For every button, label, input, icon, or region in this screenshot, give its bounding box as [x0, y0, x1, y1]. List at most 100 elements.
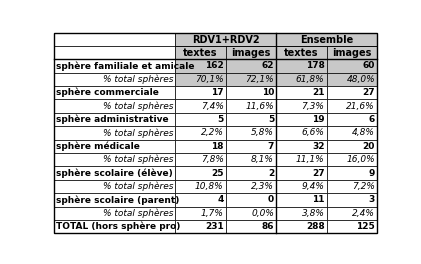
Bar — [276, 86, 327, 100]
Bar — [226, 180, 276, 193]
Bar — [327, 100, 377, 113]
Text: 2,2%: 2,2% — [201, 128, 224, 138]
Bar — [176, 126, 226, 140]
Bar — [176, 33, 276, 46]
Text: % total sphères: % total sphères — [103, 155, 173, 164]
Bar — [327, 73, 377, 86]
Bar — [226, 166, 276, 180]
Text: 3,8%: 3,8% — [302, 209, 325, 218]
Text: images: images — [232, 48, 271, 58]
Bar — [176, 46, 226, 59]
Text: 19: 19 — [312, 115, 325, 124]
Text: sphère familiale et amicale: sphère familiale et amicale — [56, 61, 195, 71]
Text: 32: 32 — [312, 142, 325, 151]
Bar — [54, 207, 176, 220]
Text: 125: 125 — [356, 222, 375, 231]
Text: 10: 10 — [262, 88, 274, 97]
Text: 2: 2 — [268, 169, 274, 178]
Bar — [176, 220, 226, 233]
Bar — [327, 140, 377, 153]
Bar — [226, 113, 276, 126]
Bar — [327, 86, 377, 100]
Text: RDV1+RDV2: RDV1+RDV2 — [192, 35, 260, 45]
Text: sphère scolaire (élève): sphère scolaire (élève) — [56, 168, 173, 178]
Text: 17: 17 — [211, 88, 224, 97]
Text: images: images — [333, 48, 372, 58]
Bar — [276, 59, 327, 73]
Text: 1,7%: 1,7% — [201, 209, 224, 218]
Text: textes: textes — [184, 48, 218, 58]
Bar — [276, 100, 327, 113]
Text: 8,1%: 8,1% — [251, 155, 274, 164]
Bar — [226, 59, 276, 73]
Text: 61,8%: 61,8% — [296, 75, 325, 84]
Text: sphère administrative: sphère administrative — [56, 115, 169, 124]
Bar — [54, 59, 176, 73]
Bar — [276, 220, 327, 233]
Bar — [54, 166, 176, 180]
Text: 25: 25 — [211, 169, 224, 178]
Text: 10,8%: 10,8% — [195, 182, 224, 191]
Bar — [226, 86, 276, 100]
Bar — [226, 140, 276, 153]
Bar — [226, 207, 276, 220]
Text: 6: 6 — [369, 115, 375, 124]
Bar — [226, 126, 276, 140]
Text: 60: 60 — [362, 62, 375, 70]
Text: sphère médicale: sphère médicale — [56, 142, 140, 151]
Bar — [176, 86, 226, 100]
Bar — [327, 153, 377, 166]
Bar — [176, 207, 226, 220]
Text: 48,0%: 48,0% — [346, 75, 375, 84]
Bar — [176, 100, 226, 113]
Bar — [54, 86, 176, 100]
Text: 27: 27 — [312, 169, 325, 178]
Text: sphère commerciale: sphère commerciale — [56, 88, 160, 97]
Bar — [54, 100, 176, 113]
Text: 21,6%: 21,6% — [346, 102, 375, 111]
Text: % total sphères: % total sphères — [103, 209, 173, 218]
Bar — [327, 193, 377, 207]
Text: 21: 21 — [312, 88, 325, 97]
Bar — [54, 220, 176, 233]
Bar — [276, 193, 327, 207]
Bar — [327, 180, 377, 193]
Text: 20: 20 — [362, 142, 375, 151]
Text: sphère scolaire (parent): sphère scolaire (parent) — [56, 195, 180, 205]
Text: % total sphères: % total sphères — [103, 128, 173, 138]
Bar — [176, 166, 226, 180]
Bar — [176, 193, 226, 207]
Bar — [276, 140, 327, 153]
Bar — [276, 33, 377, 46]
Text: 72,1%: 72,1% — [245, 75, 274, 84]
Text: % total sphères: % total sphères — [103, 101, 173, 111]
Text: 0,0%: 0,0% — [251, 209, 274, 218]
Text: 288: 288 — [306, 222, 325, 231]
Text: 4: 4 — [217, 195, 224, 204]
Text: 27: 27 — [362, 88, 375, 97]
Text: 7,3%: 7,3% — [302, 102, 325, 111]
Text: 0: 0 — [268, 195, 274, 204]
Text: 7,2%: 7,2% — [352, 182, 375, 191]
Bar — [276, 126, 327, 140]
Bar — [54, 153, 176, 166]
Bar — [176, 153, 226, 166]
Text: 5: 5 — [217, 115, 224, 124]
Text: 7: 7 — [268, 142, 274, 151]
Bar — [327, 126, 377, 140]
Bar — [226, 220, 276, 233]
Text: 5,8%: 5,8% — [251, 128, 274, 138]
Bar — [327, 59, 377, 73]
Bar — [54, 73, 176, 86]
Bar — [276, 166, 327, 180]
Text: 162: 162 — [205, 62, 224, 70]
Text: textes: textes — [284, 48, 319, 58]
Bar — [54, 113, 176, 126]
Bar — [226, 100, 276, 113]
Bar — [226, 193, 276, 207]
Bar — [327, 166, 377, 180]
Bar — [176, 59, 226, 73]
Bar — [176, 73, 226, 86]
Bar — [327, 46, 377, 59]
Text: 178: 178 — [306, 62, 325, 70]
